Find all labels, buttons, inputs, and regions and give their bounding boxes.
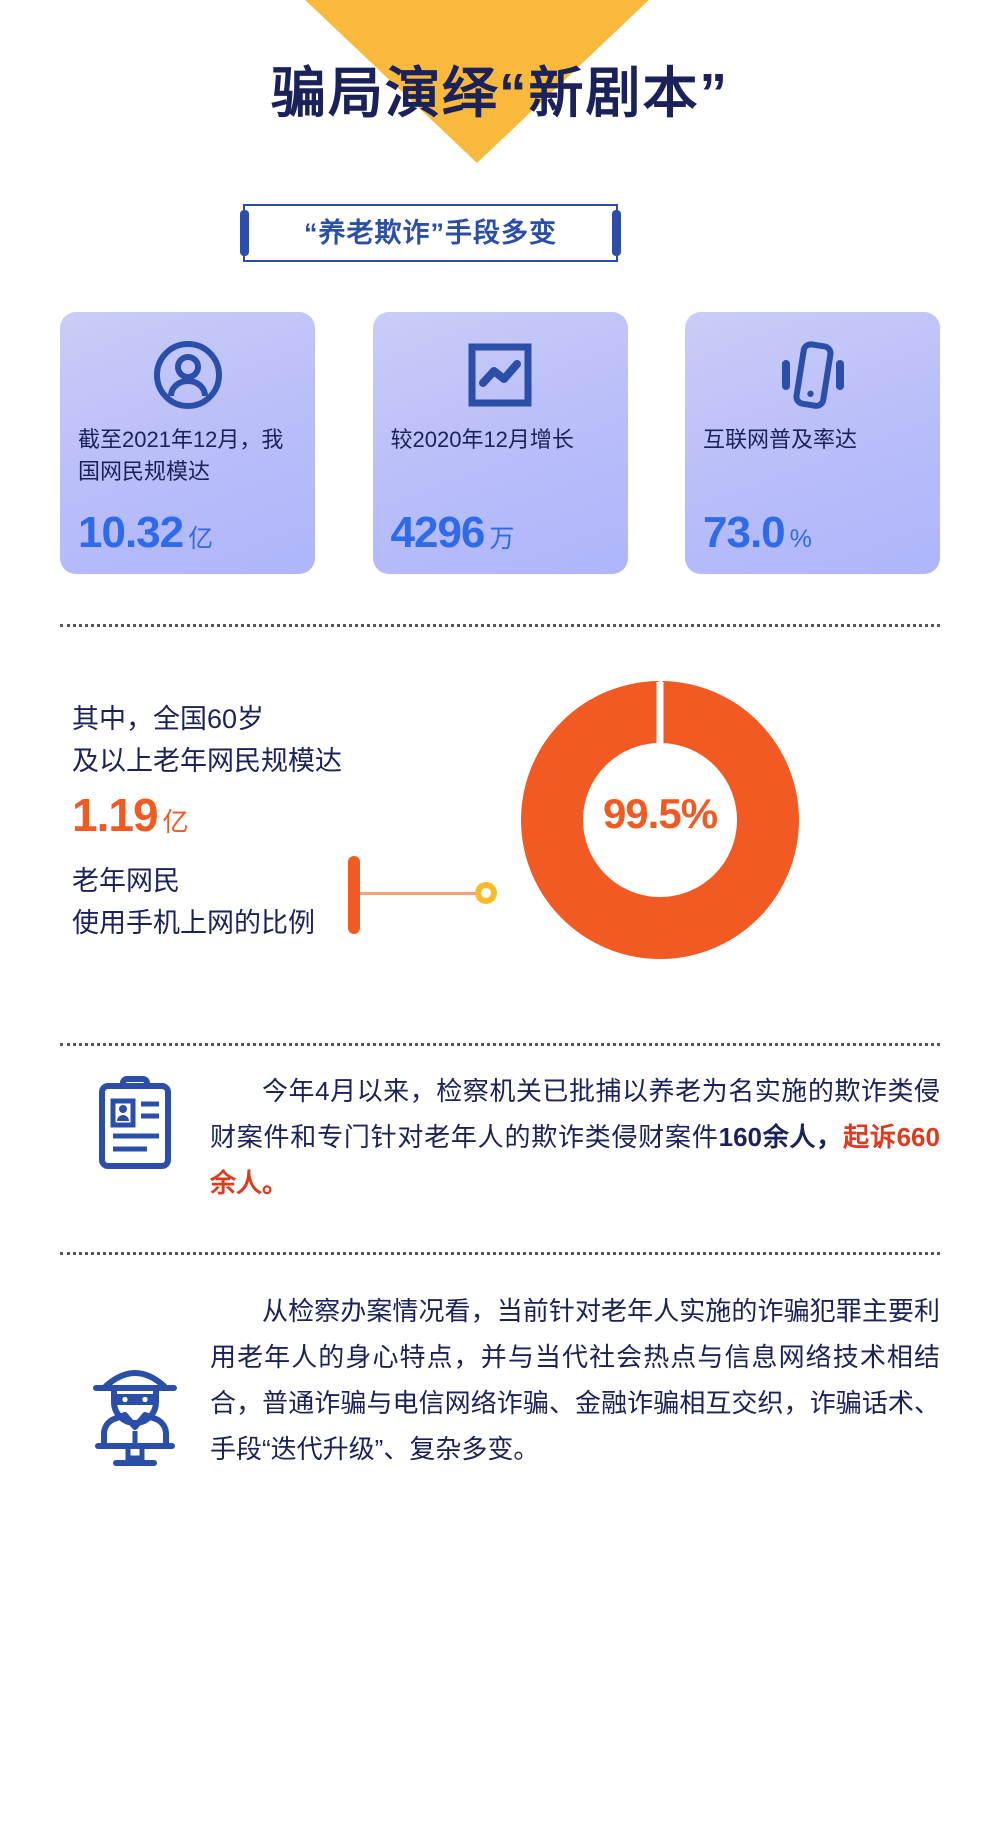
elderly-value-unit: 亿 [162,807,189,837]
connector-dot-icon [475,882,497,904]
elderly-value-number: 1.19 [72,789,159,841]
stat-card-unit: 万 [489,525,515,553]
document-id-card-icon [60,1068,210,1176]
subtitle-banner: “养老欺诈”手段多变 [240,204,621,262]
stat-card-unit: % [789,525,812,553]
stat-card-value: 4296 万 [391,510,515,556]
yellow-triangle-icon [303,0,651,163]
chart-square-icon [391,334,610,416]
fraudster-thief-icon [60,1288,210,1478]
donut-chart [510,670,810,970]
stat-card-value: 73.0 % [703,510,812,556]
stat-card-number: 4296 [390,508,486,557]
stat-card-penetration: 互联网普及率达 73.0 % [685,312,940,574]
hero-header: 骗局演绎“新剧本” [0,0,1000,180]
stat-card-unit: 亿 [188,525,214,553]
page-title: 骗局演绎“新剧本” [270,62,729,124]
stat-card-value: 10.32 亿 [78,510,213,556]
stat-card-number: 10.32 [78,508,184,557]
donut-caption-line2: 使用手机上网的比例 [72,908,315,938]
stat-card-label: 较2020年12月增长 [390,427,574,452]
subtitle-text: “养老欺诈”手段多变 [304,218,557,248]
stat-card-number: 73.0 [703,508,786,557]
fraud-analysis-text: 从检察办案情况看，当前针对老年人实施的诈骗犯罪主要利用老年人的身心特点，并与当代… [210,1288,940,1472]
elderly-description-line1: 其中，全国60岁 [72,704,265,734]
section-divider [60,624,940,627]
prosecution-stats-text: 今年4月以来，检察机关已批捕以养老为名实施的欺诈类侵财案件和专门针对老年人的欺诈… [210,1068,940,1206]
stat-card-label: 截至2021年12月，我国网民规模达 [78,427,284,484]
section-divider [60,1252,940,1255]
text-segment-normal: 从检察办案情况看，当前针对老年人实施的诈骗犯罪主要利用老年人的身心特点，并与当代… [210,1296,940,1464]
fraud-analysis-block: 从检察办案情况看，当前针对老年人实施的诈骗犯罪主要利用老年人的身心特点，并与当代… [60,1288,940,1478]
connector-line-icon [360,892,482,895]
elderly-value: 1.19 亿 [72,788,189,842]
elderly-description: 其中，全国60岁 及以上老年网民规模达 [72,698,342,782]
elderly-description-line2: 及以上老年网民规模达 [72,746,342,776]
donut-center-value: 99.5% [602,790,718,837]
user-circle-icon [78,334,297,416]
connector-bar-icon [348,856,360,934]
donut-caption-line1: 老年网民 [72,866,180,896]
text-segment-normal: 今年4月以来，检察机关已批捕以养老为名实施的欺诈类侵财案件和专门针对老年人的欺诈… [210,1076,940,1152]
stat-card-row: 截至2021年12月，我国网民规模达 10.32 亿 较2020年12月增长 4… [60,312,940,574]
stat-card-netizens: 截至2021年12月，我国网民规模达 10.32 亿 [60,312,315,574]
section-divider [60,1043,940,1046]
stat-card-label: 互联网普及率达 [703,427,858,452]
vibrating-phone-icon [703,334,922,416]
donut-caption: 老年网民 使用手机上网的比例 [72,860,315,944]
subtitle-right-bar-icon [612,210,621,256]
prosecution-stats-block: 今年4月以来，检察机关已批捕以养老为名实施的欺诈类侵财案件和专门针对老年人的欺诈… [60,1068,940,1206]
elderly-netizen-section: 其中，全国60岁 及以上老年网民规模达 1.19 亿 老年网民 使用手机上网的比… [0,660,1000,1020]
subtitle-left-bar-icon [240,210,249,256]
text-segment-prosecutions: 起诉660余人。 [210,1122,940,1198]
text-segment-arrests: 160余人， [718,1122,844,1152]
stat-card-growth: 较2020年12月增长 4296 万 [372,312,628,574]
